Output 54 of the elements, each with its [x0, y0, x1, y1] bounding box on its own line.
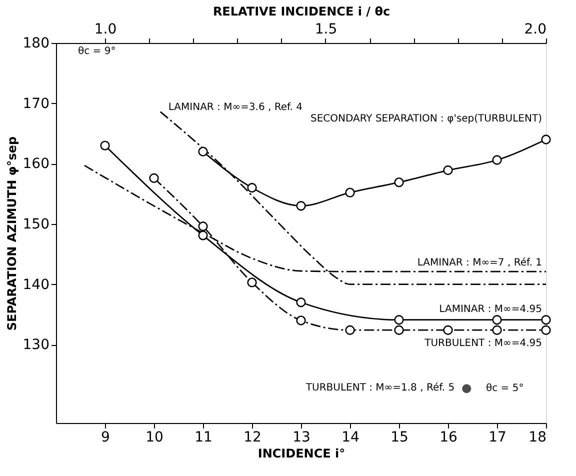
point	[198, 230, 208, 240]
point	[345, 188, 355, 198]
x-tick-label: 16	[440, 430, 458, 446]
x2-axis-title: RELATIVE INCIDENCE i / θc	[212, 4, 390, 18]
point	[247, 278, 257, 288]
series-label: LAMINAR : M∞=3.6 , Ref. 4	[168, 102, 303, 113]
y-tick-label: 150	[22, 216, 50, 232]
x-tick-label: 10	[146, 430, 164, 446]
point	[198, 222, 208, 232]
point	[394, 325, 404, 335]
point	[492, 155, 502, 165]
x-tick-label: 18	[528, 430, 546, 446]
x-tick-label: 9	[101, 430, 110, 446]
point	[443, 165, 453, 176]
y-tick-label: 130	[22, 337, 50, 354]
point	[296, 201, 306, 211]
point	[100, 140, 110, 150]
x-tick-label: 13	[292, 430, 310, 446]
point	[492, 325, 502, 335]
x-axis-title: INCIDENCE i°	[258, 446, 346, 460]
point	[296, 298, 306, 308]
x-tick-label: 17	[488, 430, 506, 446]
y-tick-label: 140	[22, 276, 50, 293]
y-tick-label: 180	[22, 36, 50, 52]
x-tick-label: 14	[342, 430, 360, 446]
x2-tick-label: 1.0	[94, 22, 117, 38]
y-tick-label: 160	[22, 156, 50, 172]
x2-tick-label: 2.0	[524, 22, 546, 38]
point	[345, 325, 355, 335]
x2-tick-label: 1.5	[314, 22, 338, 38]
series-label: SECONDARY SEPARATION : φ'sep(TURBULENT)	[310, 114, 542, 125]
point	[541, 325, 551, 335]
series-label: TURBULENT : M∞=1.8 , Réf. 5	[304, 382, 455, 394]
point	[394, 178, 404, 188]
x-tick-label: 12	[244, 430, 262, 446]
point	[296, 316, 306, 326]
point	[198, 146, 208, 156]
point	[443, 325, 453, 335]
annotation: θc = 9°	[78, 46, 116, 57]
point	[492, 315, 502, 325]
point	[462, 384, 472, 394]
y-axis-title: SEPARATION AZIMUTH φ°sep	[4, 136, 19, 331]
point	[394, 315, 404, 325]
point	[541, 315, 551, 325]
x-tick-label: 11	[194, 430, 212, 446]
y-tick-label: 170	[22, 96, 50, 112]
point	[541, 134, 551, 144]
series-label: LAMINAR : M∞=7 , Réf. 1	[417, 258, 542, 269]
series-label: LAMINAR : M∞=4.95	[439, 304, 542, 315]
point	[149, 173, 159, 183]
x-tick-label: 15	[390, 430, 408, 446]
annotation: θc = 5°	[486, 383, 524, 394]
series-label: TURBULENT : M∞=4.95	[424, 338, 542, 350]
point	[247, 182, 257, 193]
